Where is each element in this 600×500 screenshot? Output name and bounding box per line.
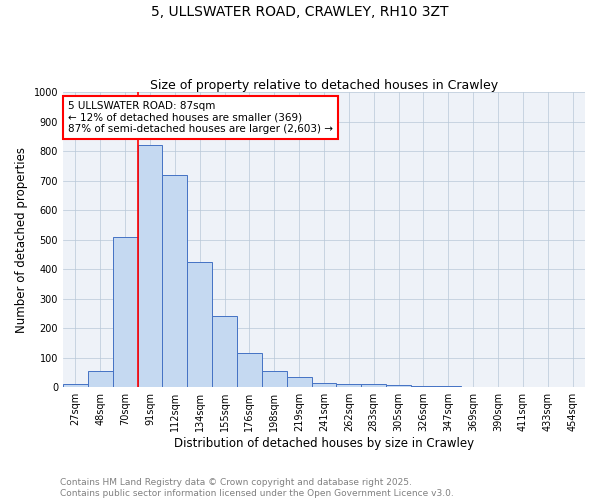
- Bar: [63, 384, 88, 387]
- Bar: [337, 384, 361, 387]
- Y-axis label: Number of detached properties: Number of detached properties: [15, 146, 28, 332]
- Bar: [187, 262, 212, 387]
- Bar: [262, 371, 287, 387]
- Bar: [137, 145, 163, 387]
- Bar: [88, 371, 113, 387]
- Text: Contains HM Land Registry data © Crown copyright and database right 2025.
Contai: Contains HM Land Registry data © Crown c…: [60, 478, 454, 498]
- Bar: [237, 354, 262, 387]
- Text: 5, ULLSWATER ROAD, CRAWLEY, RH10 3ZT: 5, ULLSWATER ROAD, CRAWLEY, RH10 3ZT: [151, 5, 449, 19]
- Bar: [386, 385, 411, 387]
- Bar: [212, 316, 237, 387]
- Text: 5 ULLSWATER ROAD: 87sqm
← 12% of detached houses are smaller (369)
87% of semi-d: 5 ULLSWATER ROAD: 87sqm ← 12% of detache…: [68, 101, 333, 134]
- Bar: [287, 377, 311, 387]
- Bar: [411, 386, 436, 387]
- Bar: [163, 174, 187, 387]
- Title: Size of property relative to detached houses in Crawley: Size of property relative to detached ho…: [150, 79, 498, 92]
- Bar: [113, 236, 137, 387]
- X-axis label: Distribution of detached houses by size in Crawley: Distribution of detached houses by size …: [174, 437, 474, 450]
- Bar: [311, 383, 337, 387]
- Bar: [361, 384, 386, 387]
- Bar: [436, 386, 461, 387]
